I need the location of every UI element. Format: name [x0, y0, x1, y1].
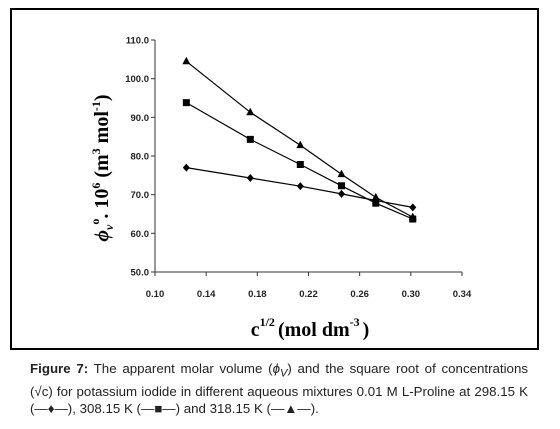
data-point-diamond [409, 203, 417, 212]
x-tick-label: 0.18 [248, 289, 267, 300]
y-tick-label: 100.0 [125, 74, 149, 85]
series-line-diamond [186, 167, 413, 208]
data-point-triangle [182, 56, 191, 65]
data-point-triangle [408, 212, 417, 221]
data-point-square [338, 182, 346, 190]
data-point-square [296, 161, 304, 169]
series-lines [185, 60, 414, 220]
y-tick-label: 50.0 [131, 268, 150, 279]
figure-caption: Figure 7: The apparent molar volume (ϕV)… [30, 360, 528, 417]
data-point-square [182, 99, 190, 107]
y-tick-label: 70.0 [131, 190, 150, 201]
figure-frame [10, 8, 539, 350]
y-axis-label: ϕvo. 106 (m3 mol-1) [88, 94, 116, 241]
data-point-diamond [246, 174, 254, 183]
y-tick-label: 60.0 [131, 229, 150, 240]
axis-ticks: 50.0 60.0 70.0 80.0 90.0 100.0 110.0 0.10 0.14 0.… [125, 36, 472, 301]
x-tick-label: 0.14 [197, 289, 216, 300]
data-point-triangle [371, 192, 380, 201]
caption-text-1: The apparent molar volume ( [88, 361, 273, 376]
caption-label: Figure 7: [30, 361, 89, 376]
data-point-triangle [296, 140, 305, 149]
caption-symbol: ϕ [272, 361, 280, 376]
x-axis-label: c1/2 (mol dm-3) [251, 315, 370, 341]
caption-symbol-sub: V [279, 367, 288, 380]
data-point-triangle [337, 169, 346, 178]
y-tick-label: 110.0 [126, 36, 149, 47]
x-tick-label: 0.10 [146, 289, 165, 300]
data-point-square [246, 135, 254, 143]
series-line-triangle [185, 60, 414, 218]
caption-text-2: ) and the square root of concentrations … [30, 361, 528, 416]
data-point-diamond [338, 189, 346, 198]
plot-axes [154, 40, 462, 273]
y-tick-label: 80.0 [131, 152, 150, 163]
x-tick-label: 0.22 [299, 289, 318, 300]
data-point-diamond [296, 182, 304, 191]
data-point-square [372, 199, 380, 207]
series-line-square [186, 102, 414, 220]
series-markers [182, 56, 417, 223]
data-point-diamond [182, 163, 190, 172]
x-tick-label: 0.30 [402, 289, 421, 300]
data-point-triangle [246, 107, 255, 116]
y-tick-label: 90.0 [131, 113, 150, 124]
x-tick-label: 0.26 [350, 289, 369, 300]
x-tick-label: 0.34 [453, 289, 472, 300]
